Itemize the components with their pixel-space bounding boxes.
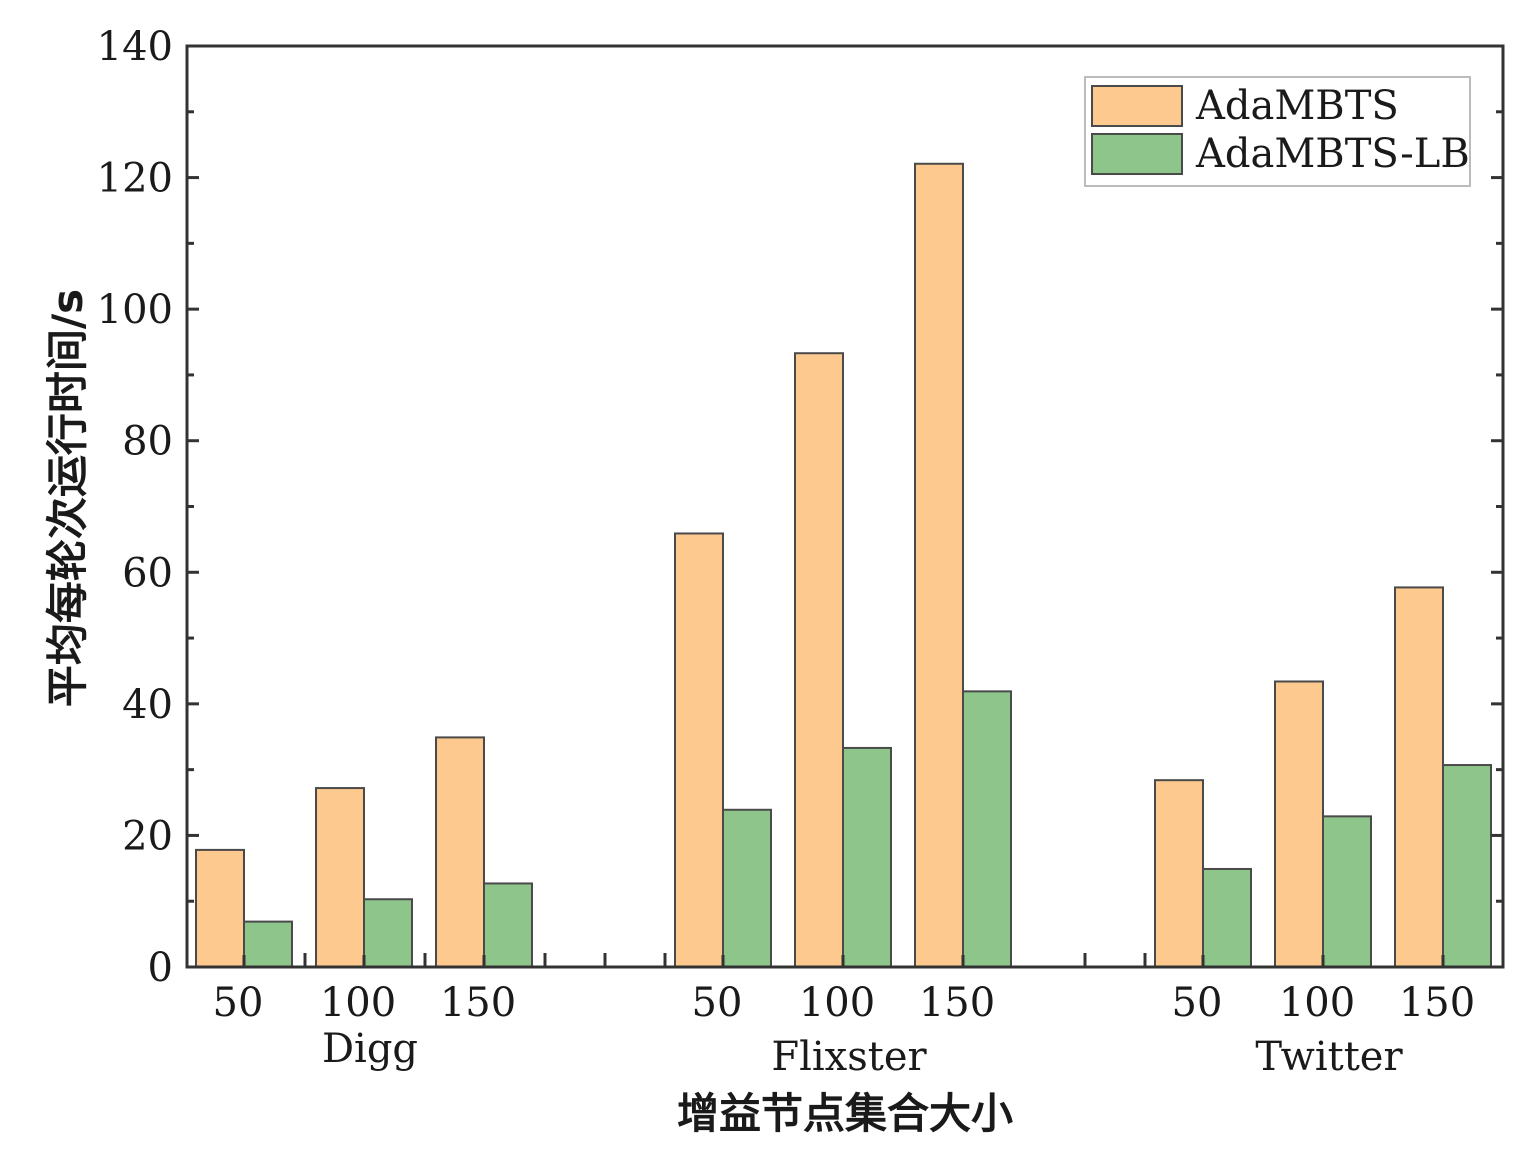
bar-adambts-digg-50 xyxy=(195,848,245,968)
x-category-labels: 50 100 150 50 100 150 50 100 150 xyxy=(213,980,1476,1026)
x-category-label: 100 xyxy=(1279,980,1355,1026)
bar-adambts-lb-digg-50 xyxy=(243,920,293,968)
bar-adambts-lb-digg-150 xyxy=(483,882,533,969)
x-category-label: 150 xyxy=(1399,980,1475,1026)
bar-adambts-lb-twitter-50 xyxy=(1202,867,1252,969)
bar-adambts-twitter-100 xyxy=(1274,680,1324,968)
y-tick-label: 100 xyxy=(97,287,173,333)
bar-adambts-lb-digg-100 xyxy=(363,898,413,969)
x-group-label-flixster: Flixster xyxy=(771,1034,927,1080)
x-category-label: 100 xyxy=(320,980,396,1026)
bar-adambts-flixster-150 xyxy=(914,162,964,969)
legend-swatch-adambts xyxy=(1091,85,1183,127)
y-tick-label: 20 xyxy=(122,813,173,859)
x-category-label: 50 xyxy=(692,980,743,1026)
y-tick-label: 40 xyxy=(122,682,173,728)
bar-adambts-twitter-150 xyxy=(1394,586,1444,968)
legend-label-adambts: AdaMBTS xyxy=(1195,83,1399,129)
bar-adambts-lb-flixster-150 xyxy=(962,690,1012,968)
bar-adambts-lb-flixster-50 xyxy=(722,808,772,969)
bar-adambts-digg-150 xyxy=(435,736,485,968)
x-category-label: 50 xyxy=(213,980,264,1026)
x-group-labels: Digg Flixster Twitter xyxy=(322,1026,1404,1080)
bar-adambts-flixster-100 xyxy=(794,352,844,968)
bar-adambts-twitter-50 xyxy=(1154,779,1204,968)
y-tick-label: 120 xyxy=(97,156,173,202)
x-category-label: 150 xyxy=(440,980,516,1026)
x-group-label-twitter: Twitter xyxy=(1255,1034,1403,1080)
x-group-label-digg: Digg xyxy=(322,1026,418,1072)
bars-layer xyxy=(195,162,1492,969)
x-category-label: 50 xyxy=(1172,980,1223,1026)
legend-swatch-adambts-lb xyxy=(1091,133,1183,175)
y-tick-label: 80 xyxy=(122,419,173,465)
bar-adambts-lb-twitter-150 xyxy=(1442,764,1492,968)
y-tick-label: 140 xyxy=(97,24,173,70)
bar-adambts-digg-100 xyxy=(315,787,365,969)
x-category-label: 150 xyxy=(919,980,995,1026)
bar-adambts-lb-flixster-100 xyxy=(842,746,892,969)
y-tick-label: 0 xyxy=(148,945,173,991)
bar-adambts-flixster-50 xyxy=(674,532,724,969)
legend-label-adambts-lb: AdaMBTS-LB xyxy=(1195,131,1470,177)
y-axis-label: 平均每轮次运行时间/s xyxy=(43,289,92,707)
axis-ticks: 0 20 40 60 80 100 120 140 xyxy=(97,24,1503,991)
y-tick-label: 60 xyxy=(122,550,173,596)
x-category-label: 100 xyxy=(799,980,875,1026)
x-axis-label: 增益节点集合大小 xyxy=(677,1089,1013,1138)
bar-adambts-lb-twitter-100 xyxy=(1322,815,1372,968)
